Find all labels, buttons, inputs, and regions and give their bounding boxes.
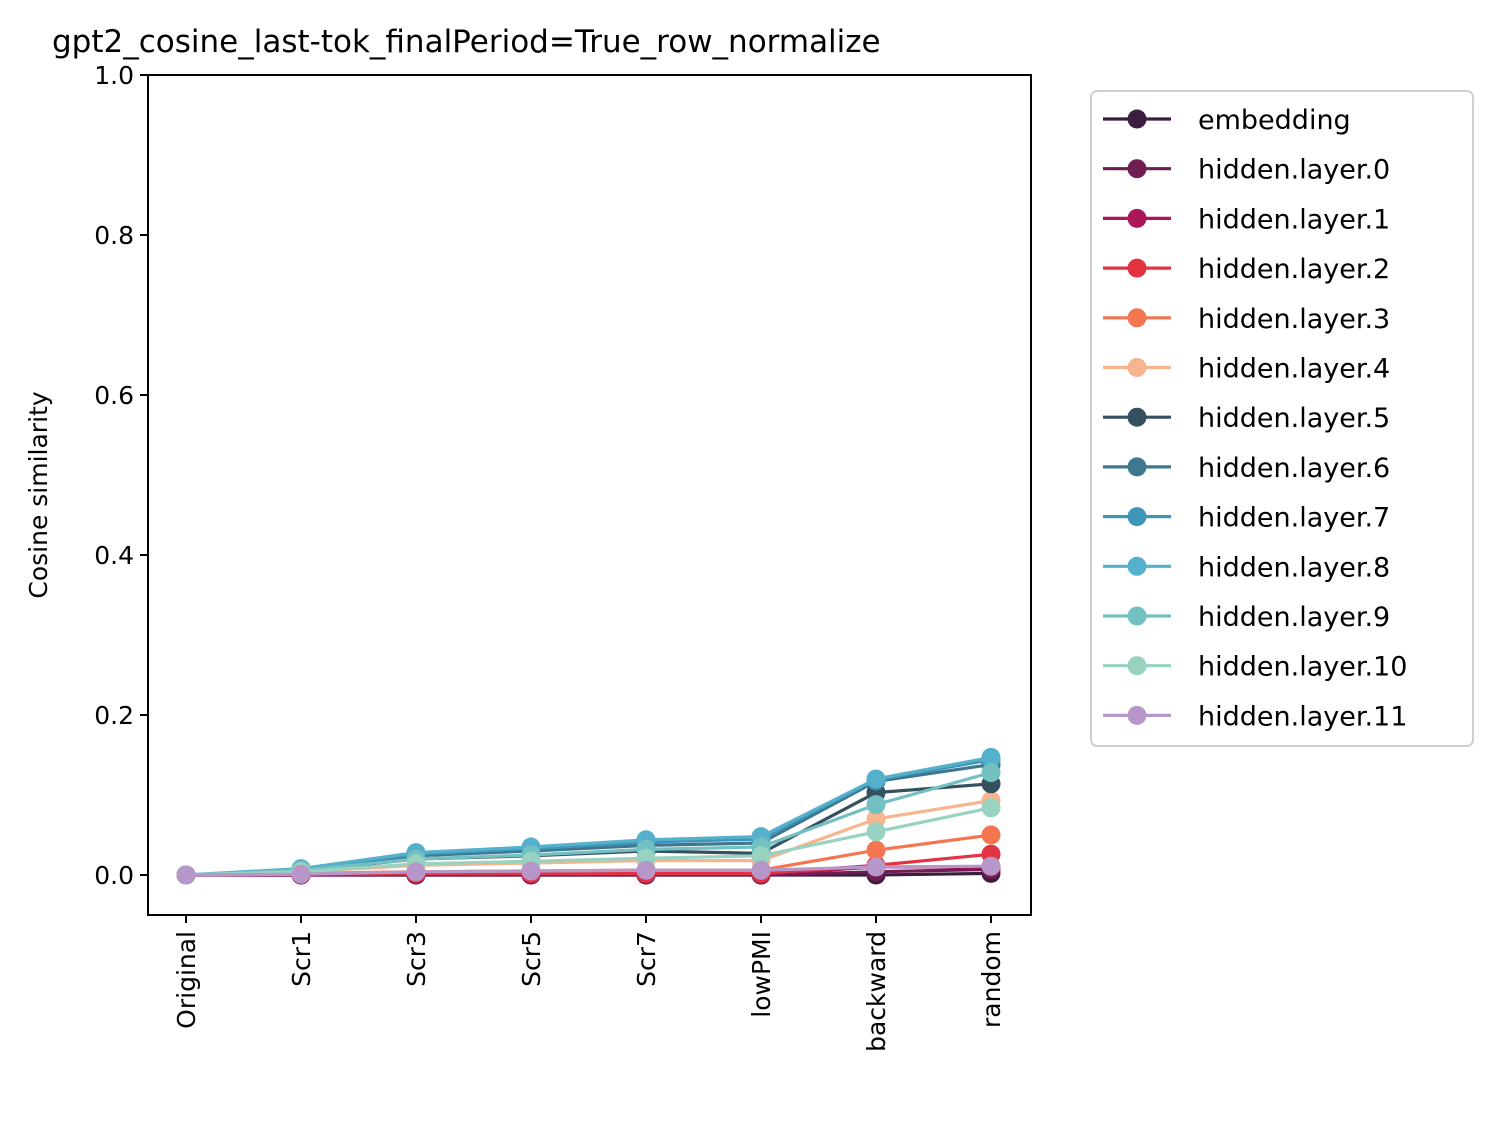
- data-point: [981, 798, 1001, 818]
- data-point: [291, 864, 311, 884]
- legend-marker: [1127, 109, 1147, 129]
- legend-item: hidden.layer.4: [1103, 354, 1390, 385]
- legend-label: hidden.layer.6: [1198, 453, 1390, 484]
- y-axis-label: Cosine similarity: [24, 391, 53, 598]
- legend-label: hidden.layer.4: [1198, 354, 1390, 385]
- data-point: [406, 862, 426, 882]
- legend-marker: [1127, 208, 1147, 228]
- legend-item: hidden.layer.9: [1103, 602, 1390, 633]
- legend-marker: [1127, 507, 1147, 527]
- legend-label: hidden.layer.1: [1198, 204, 1390, 235]
- x-tick-label: random: [977, 931, 1006, 1028]
- legend-marker: [1127, 705, 1147, 725]
- plot-frame: [147, 74, 1032, 916]
- legend-label: embedding: [1198, 105, 1351, 136]
- data-point: [521, 861, 541, 881]
- legend-marker: [1127, 656, 1147, 676]
- chart-title: gpt2_cosine_last-tok_finalPeriod=True_ro…: [52, 24, 881, 60]
- x-tick-label: Original: [172, 931, 201, 1029]
- data-point: [751, 860, 771, 880]
- data-point: [866, 840, 886, 860]
- y-tick-label: 0.2: [94, 701, 134, 730]
- series-line: [185, 806, 992, 877]
- data-point: [176, 865, 196, 885]
- data-point: [866, 822, 886, 842]
- legend-item: hidden.layer.11: [1103, 701, 1407, 732]
- y-tick-label: 1.0: [94, 61, 134, 90]
- legend-marker: [1127, 457, 1147, 477]
- y-tick-label: 0.0: [94, 861, 134, 890]
- legend-label: hidden.layer.2: [1198, 254, 1390, 285]
- legend-item: hidden.layer.6: [1103, 453, 1390, 484]
- legend-label: hidden.layer.10: [1198, 652, 1407, 683]
- x-tick-label: Scr5: [517, 931, 546, 987]
- legend-box: [1090, 90, 1474, 747]
- legend-label: hidden.layer.9: [1198, 602, 1390, 633]
- series-hidden-layer-11: [176, 856, 1001, 885]
- data-point: [981, 763, 1001, 783]
- data-point: [751, 846, 771, 866]
- y-tick-label: 0.4: [94, 541, 134, 570]
- plot-area: 0.0 0.2 0.4 0.6 0.8 1.0 Original Scr1 Scr3 Scr5 Sc…: [94, 61, 1032, 1052]
- legend-marker: [1127, 358, 1147, 377]
- series-line: [185, 771, 992, 877]
- legend-item: hidden.layer.0: [1103, 155, 1390, 186]
- legend-item: hidden.layer.3: [1103, 304, 1390, 335]
- legend: embedding hidden.layer.0 hidden.layer.1 hid…: [1090, 90, 1474, 747]
- legend-marker: [1127, 407, 1147, 427]
- x-tick-label: Scr1: [287, 931, 316, 987]
- legend-item: embedding: [1103, 105, 1351, 136]
- x-tick-label: lowPMI: [747, 931, 776, 1018]
- legend-label: hidden.layer.3: [1198, 304, 1390, 335]
- legend-label: hidden.layer.11: [1198, 701, 1407, 732]
- legend-marker: [1127, 556, 1147, 576]
- legend-marker: [1127, 258, 1147, 278]
- y-tick-label: 0.8: [94, 221, 134, 250]
- legend-item: hidden.layer.8: [1103, 552, 1390, 583]
- legend-marker: [1127, 606, 1147, 626]
- legend-label: hidden.layer.5: [1198, 403, 1390, 434]
- y-tick-label: 0.6: [94, 381, 134, 410]
- x-tick-label: backward: [862, 931, 891, 1052]
- series-line: [185, 864, 992, 877]
- data-point: [866, 795, 886, 815]
- legend-item: hidden.layer.7: [1103, 503, 1390, 534]
- x-tick-label: Scr7: [632, 931, 661, 987]
- legend-marker: [1127, 159, 1147, 179]
- legend-label: hidden.layer.8: [1198, 552, 1390, 583]
- legend-item: hidden.layer.5: [1103, 403, 1390, 434]
- legend-item: hidden.layer.2: [1103, 254, 1390, 285]
- data-point: [981, 825, 1001, 845]
- data-point: [636, 860, 656, 880]
- data-point: [866, 769, 886, 789]
- legend-marker: [1127, 308, 1147, 328]
- legend-item: hidden.layer.10: [1103, 652, 1407, 683]
- legend-label: hidden.layer.0: [1198, 155, 1390, 186]
- data-point: [981, 747, 1001, 767]
- data-point: [981, 856, 1001, 876]
- x-tick-label: Scr3: [402, 931, 431, 987]
- series-line: [185, 755, 992, 877]
- legend-item: hidden.layer.1: [1103, 204, 1390, 235]
- data-point: [866, 857, 886, 877]
- legend-label: hidden.layer.7: [1198, 503, 1390, 534]
